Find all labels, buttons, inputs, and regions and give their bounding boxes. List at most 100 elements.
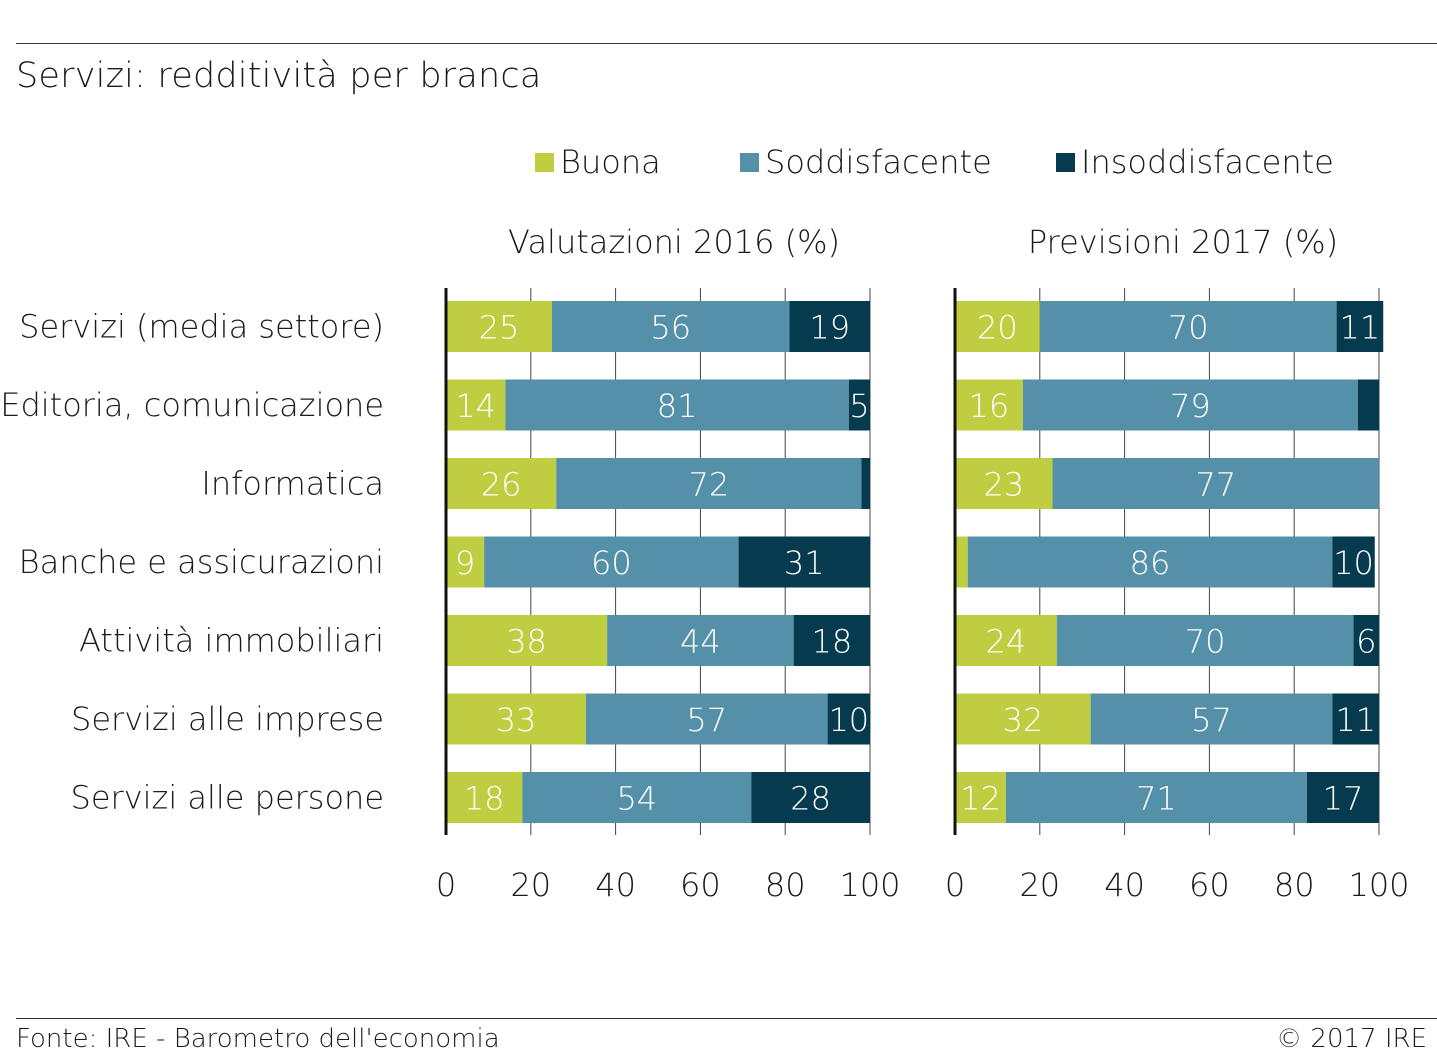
legend-swatch-soddisfacente [740, 152, 759, 172]
panel-title-1: Valutazioni 2016 (%) [508, 223, 840, 261]
tick-label-1-100: 100 [839, 866, 900, 904]
bar-1-servizi-media-settore-soddisfacente [552, 301, 790, 352]
bar-1-editoria-comunicazione-insoddisfacente [848, 379, 870, 431]
data-label-1-servizi-media-settore-soddisfacente: 56 [650, 309, 691, 347]
bar-1-editoria-comunicazione-buona [446, 379, 506, 431]
data-label-2-servizi-alle-imprese-buona: 32 [1002, 701, 1043, 739]
bar-2-attivita-immobiliari-insoddisfacente [1353, 615, 1379, 666]
data-label-1-attivita-immobiliari-buona: 38 [506, 623, 547, 661]
bar-1-servizi-media-settore-insoddisfacente [789, 301, 870, 352]
legend-item-buona: Buona [535, 143, 661, 181]
data-label-2-informatica-soddisfacente: 77 [1195, 466, 1236, 504]
panel-title-2: Previsioni 2017 (%) [1028, 223, 1338, 261]
data-label-1-servizi-alle-persone-buona: 18 [464, 780, 505, 818]
legend: Buona Soddisfacente Insoddisfacente [0, 143, 1437, 187]
data-label-1-editoria-comunicazione-soddisfacente: 81 [657, 387, 698, 425]
category-label-editoria-comunicazione: Editoria, comunicazione [0, 386, 384, 424]
legend-label-buona: Buona [560, 143, 661, 181]
legend-label-insoddisfacente: Insoddisfacente [1081, 143, 1334, 181]
bottom-rule [16, 1018, 1437, 1019]
bar-1-servizi-alle-persone-soddisfacente [522, 772, 752, 823]
category-label-informatica: Informatica [201, 465, 384, 503]
source-note: Fonte: IRE - Barometro dell'economia [16, 1024, 500, 1054]
bar-1-servizi-media-settore-buona [446, 301, 552, 352]
bar-1-servizi-alle-imprese-buona [446, 693, 586, 745]
data-label-2-servizi-alle-persone-buona: 12 [960, 780, 1001, 818]
tick-label-1-40: 40 [595, 866, 636, 904]
bar-2-editoria-comunicazione-soddisfacente [1022, 379, 1358, 431]
bar-1-informatica-insoddisfacente [861, 458, 870, 509]
tick-label-1-0: 0 [436, 866, 456, 904]
bar-2-informatica-soddisfacente [1052, 458, 1379, 509]
bar-2-informatica-buona [955, 458, 1053, 509]
bar-2-editoria-comunicazione-buona [955, 379, 1023, 431]
bar-2-servizi-alle-persone-soddisfacente [1005, 772, 1307, 823]
top-rule [16, 43, 1437, 44]
data-label-1-servizi-alle-imprese-soddisfacente: 57 [686, 701, 727, 739]
data-label-1-attivita-immobiliari-soddisfacente: 44 [680, 623, 721, 661]
data-label-2-servizi-alle-persone-soddisfacente: 71 [1136, 780, 1177, 818]
bar-2-servizi-alle-persone-insoddisfacente [1306, 772, 1379, 823]
data-label-2-servizi-alle-imprese-soddisfacente: 57 [1191, 701, 1232, 739]
bar-2-servizi-media-settore-buona [955, 301, 1040, 352]
data-label-2-attivita-immobiliari-soddisfacente: 70 [1185, 623, 1226, 661]
data-label-1-servizi-alle-persone-insoddisfacente: 28 [790, 780, 831, 818]
bar-1-attivita-immobiliari-buona [446, 615, 608, 666]
data-label-2-editoria-comunicazione-soddisfacente: 79 [1170, 387, 1211, 425]
data-label-1-servizi-alle-imprese-buona: 33 [496, 701, 537, 739]
data-label-1-editoria-comunicazione-buona: 14 [455, 387, 496, 425]
category-label-servizi-alle-persone: Servizi alle persone [71, 779, 384, 817]
bar-1-editoria-comunicazione-soddisfacente [505, 379, 849, 431]
data-label-1-editoria-comunicazione-insoddisfacente: 5 [849, 387, 869, 425]
tick-label-1-60: 60 [680, 866, 721, 904]
tick-label-2-100: 100 [1348, 866, 1409, 904]
legend-item-insoddisfacente: Insoddisfacente [1056, 143, 1334, 181]
chart-title: Servizi: redditività per branca [16, 56, 542, 96]
bar-1-servizi-alle-persone-buona [446, 772, 523, 823]
copyright-note: © 2017 IRE [1276, 1024, 1427, 1054]
bar-1-servizi-alle-imprese-insoddisfacente [827, 693, 870, 745]
bar-1-banche-e-assicurazioni-soddisfacente [484, 536, 739, 588]
bar-2-editoria-comunicazione-insoddisfacente [1357, 379, 1379, 431]
bar-1-servizi-alle-persone-insoddisfacente [751, 772, 870, 823]
tick-label-2-0: 0 [945, 866, 965, 904]
tick-label-2-20: 20 [1019, 866, 1060, 904]
data-label-2-banche-e-assicurazioni-soddisfacente: 86 [1130, 544, 1171, 582]
data-label-1-servizi-media-settore-insoddisfacente: 19 [809, 309, 850, 347]
legend-label-soddisfacente: Soddisfacente [765, 143, 992, 181]
data-label-1-informatica-soddisfacente: 72 [689, 466, 730, 504]
bar-1-informatica-soddisfacente [556, 458, 862, 509]
bar-2-banche-e-assicurazioni-insoddisfacente [1332, 536, 1375, 588]
data-label-2-attivita-immobiliari-insoddisfacente: 6 [1356, 623, 1376, 661]
category-label-servizi-alle-imprese: Servizi alle imprese [71, 700, 384, 738]
bar-2-servizi-media-settore-soddisfacente [1039, 301, 1337, 352]
data-label-1-servizi-alle-persone-soddisfacente: 54 [616, 780, 657, 818]
data-label-2-servizi-alle-imprese-insoddisfacente: 11 [1335, 701, 1376, 739]
bar-2-attivita-immobiliari-soddisfacente [1056, 615, 1354, 666]
data-label-2-attivita-immobiliari-buona: 24 [986, 623, 1027, 661]
legend-swatch-buona [535, 152, 554, 172]
bar-1-informatica-buona [446, 458, 557, 509]
bar-2-banche-e-assicurazioni-soddisfacente [967, 536, 1333, 588]
bar-1-banche-e-assicurazioni-insoddisfacente [738, 536, 870, 588]
data-label-1-servizi-alle-imprese-insoddisfacente: 10 [828, 701, 869, 739]
tick-label-2-80: 80 [1274, 866, 1315, 904]
bar-1-servizi-alle-imprese-soddisfacente [585, 693, 828, 745]
tick-label-1-80: 80 [765, 866, 806, 904]
data-label-1-banche-e-assicurazioni-insoddisfacente: 31 [784, 544, 825, 582]
legend-swatch-insoddisfacente [1056, 152, 1075, 172]
data-label-1-attivita-immobiliari-insoddisfacente: 18 [811, 623, 852, 661]
data-label-1-informatica-buona: 26 [481, 466, 522, 504]
data-label-2-editoria-comunicazione-buona: 16 [969, 387, 1010, 425]
category-label-attivita-immobiliari: Attività immobiliari [79, 622, 384, 660]
data-label-2-banche-e-assicurazioni-insoddisfacente: 10 [1333, 544, 1374, 582]
data-label-1-servizi-media-settore-buona: 25 [479, 309, 520, 347]
bar-1-attivita-immobiliari-soddisfacente [607, 615, 794, 666]
bar-2-servizi-alle-persone-buona [955, 772, 1006, 823]
data-label-2-servizi-media-settore-insoddisfacente: 11 [1340, 309, 1381, 347]
tick-label-1-20: 20 [510, 866, 551, 904]
data-label-2-informatica-buona: 23 [983, 466, 1024, 504]
legend-item-soddisfacente: Soddisfacente [740, 143, 992, 181]
data-label-2-servizi-alle-persone-insoddisfacente: 17 [1323, 780, 1364, 818]
